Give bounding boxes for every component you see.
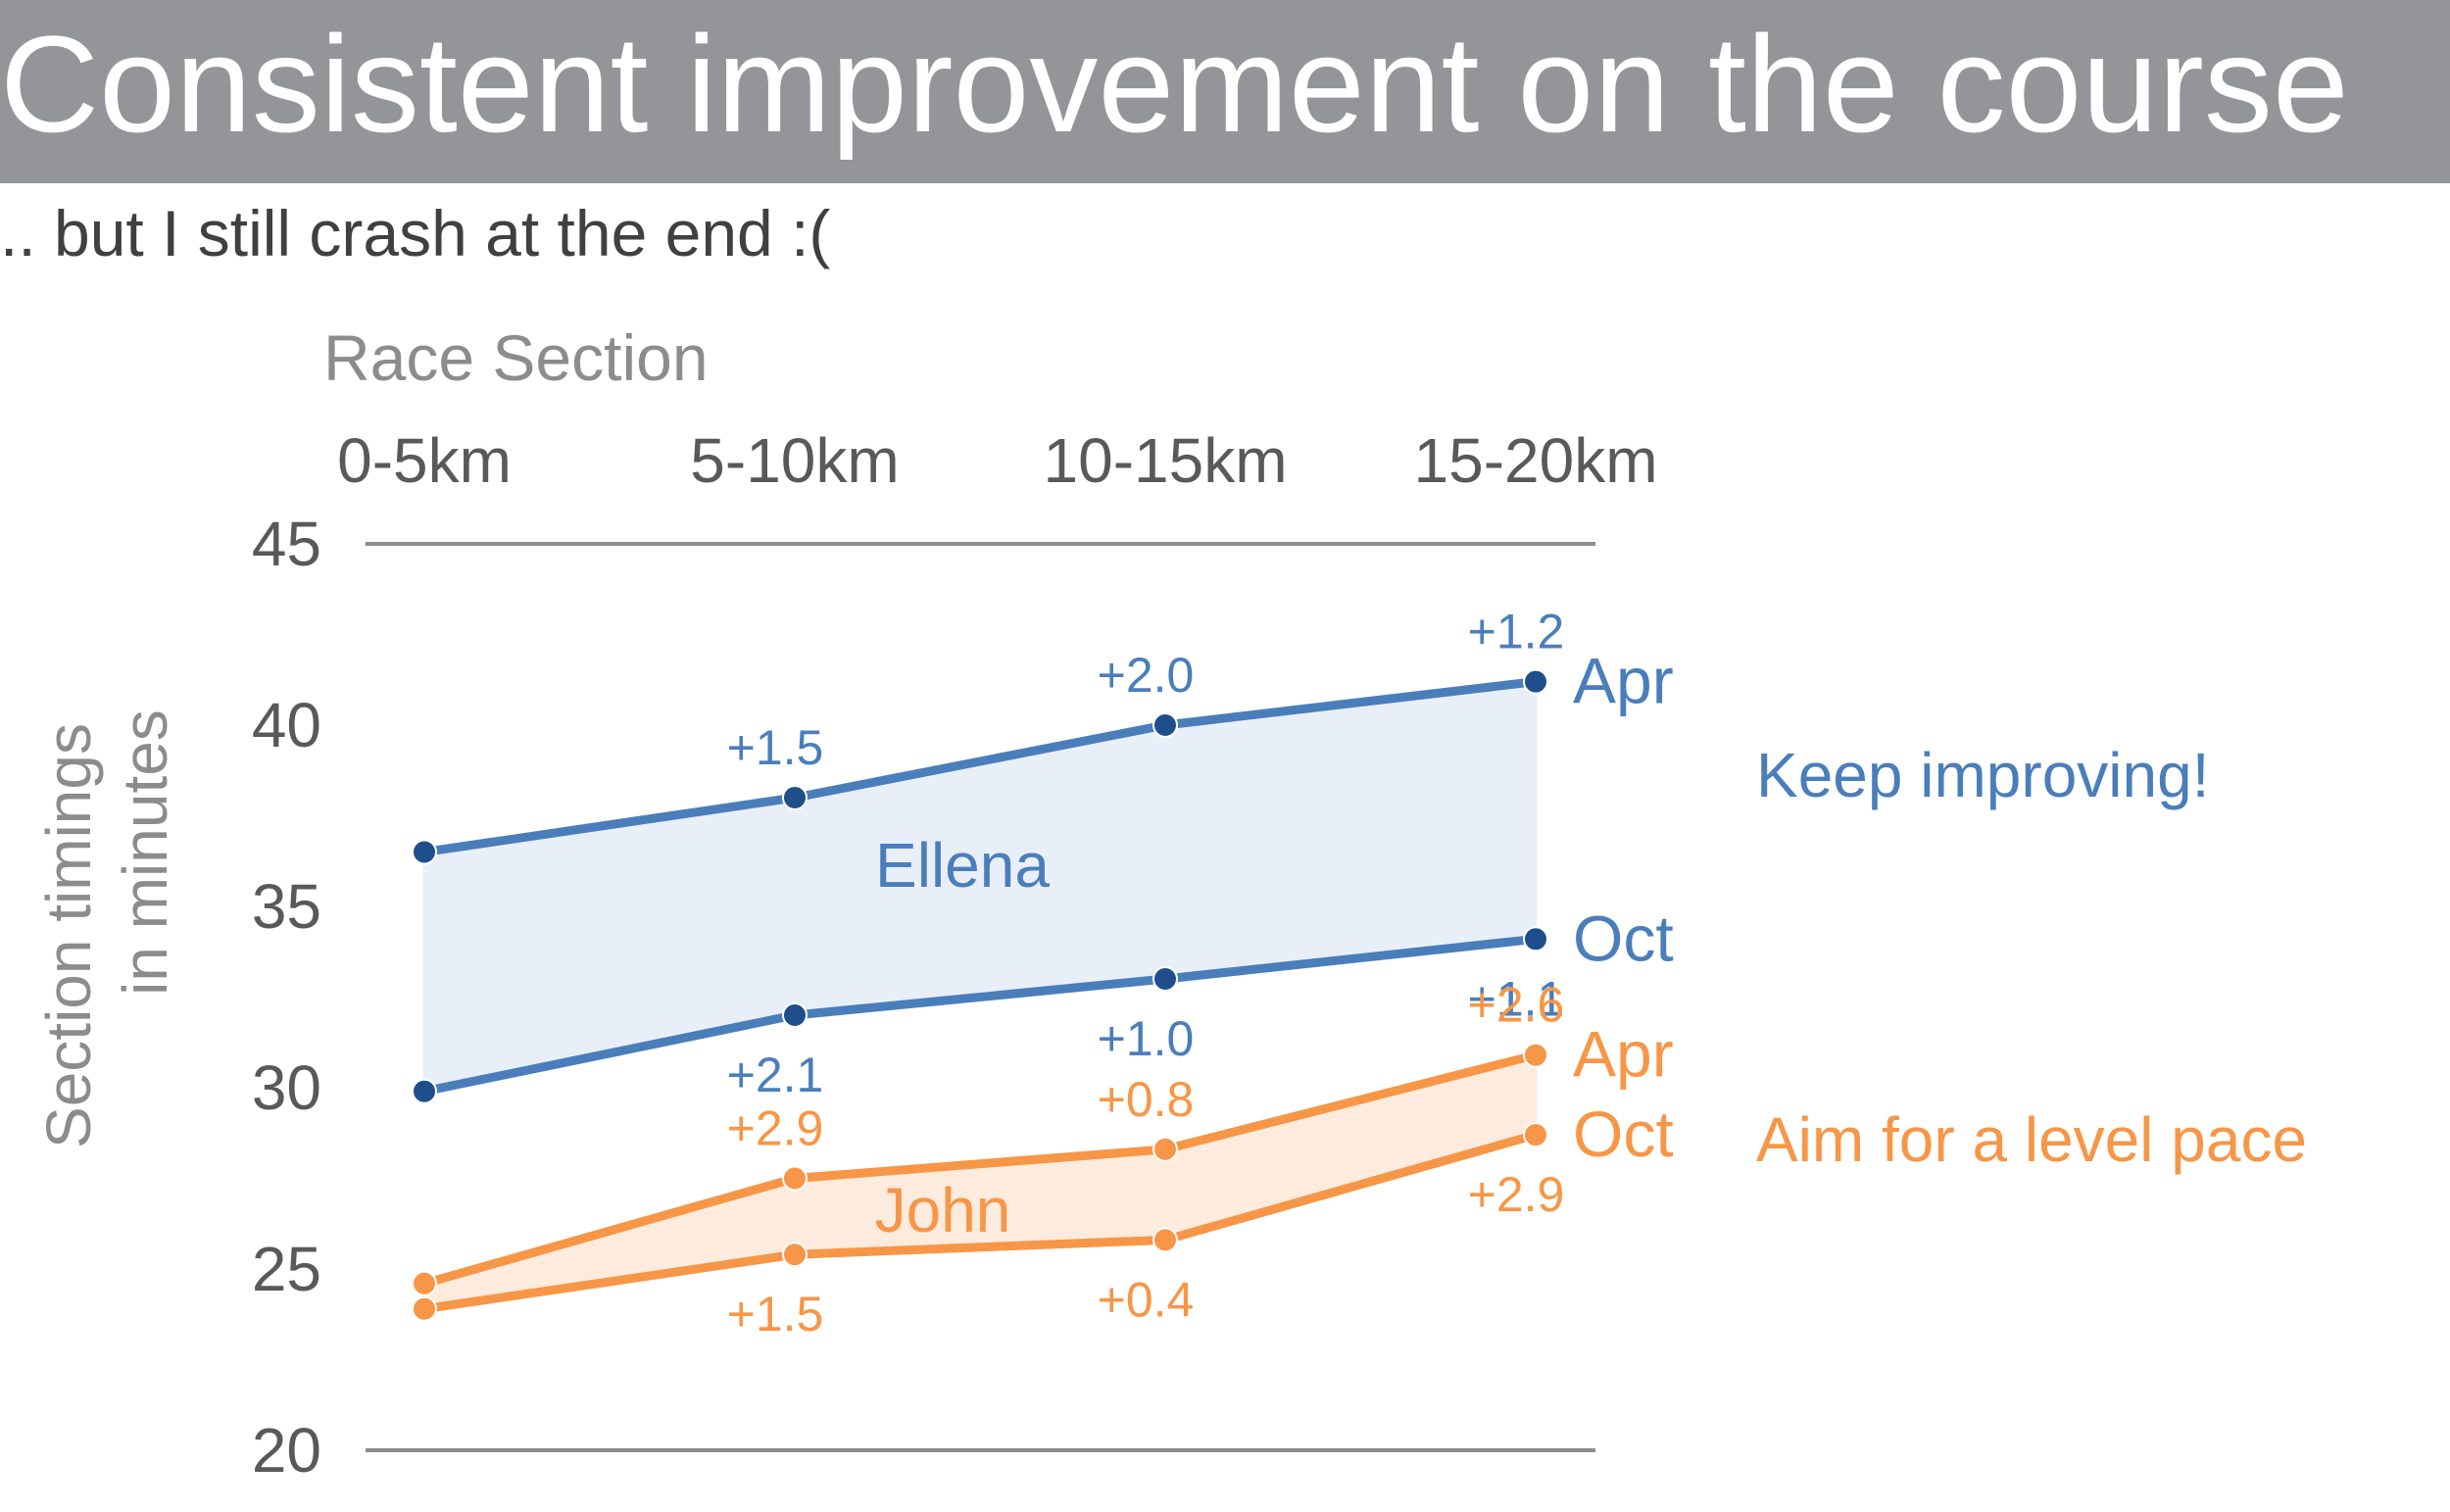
data-point [782,1165,808,1192]
delta-label: +2.0 [1098,648,1195,703]
y-tick-label: 45 [252,509,321,579]
delta-label: +2.6 [1468,978,1565,1033]
series-end-label: Oct [1573,902,1674,974]
data-point [412,1295,437,1322]
y-tick-label: 20 [252,1415,321,1486]
x-tick-label: 10-15km [1044,425,1288,496]
y-tick-label: 30 [252,1052,321,1123]
x-tick-label: 0-5km [337,425,512,496]
group-label-john: John [875,1175,1011,1245]
data-point [782,1002,808,1028]
data-point [1152,1136,1178,1162]
data-point [1152,966,1178,992]
data-point [412,839,437,865]
x-tick-label: 5-10km [690,425,899,496]
delta-label: +1.5 [727,720,824,775]
delta-label: +1.0 [1098,1011,1195,1066]
chart-subtitle: .. but I still crash at the end :( [0,197,831,269]
x-axis-title: Race Section [323,321,709,394]
data-point [412,1270,437,1296]
data-point [782,785,808,810]
x-tick-label: 15-20km [1414,425,1658,496]
group-label-ellena: Ellena [875,830,1050,901]
note-john: Aim for a level pace [1756,1104,2307,1175]
data-point [1152,712,1178,738]
labels-layer: +1.5+2.0+1.2Apr+2.1+1.0+1.1OctEllenaKeep… [727,605,2307,1342]
delta-label: +1.5 [727,1287,824,1341]
series-line-john-apr [422,1050,1538,1289]
data-point [1523,1122,1548,1148]
chart-title: Consistent improvement on the course [0,7,2349,161]
data-point [1523,926,1548,952]
delta-label: +1.2 [1468,605,1565,659]
y-tick-label: 25 [252,1234,321,1304]
delta-label: +0.8 [1098,1072,1195,1127]
series-end-label: Oct [1573,1097,1674,1170]
series-end-label: Apr [1573,1018,1674,1091]
series-end-label: Apr [1573,645,1674,717]
delta-label: +2.9 [727,1101,824,1156]
y-tick-label: 35 [252,871,321,942]
y-tick-label: 40 [252,690,321,760]
data-point [1523,1042,1548,1068]
data-point [1523,668,1548,695]
data-point [412,1078,437,1104]
delta-label: +2.1 [727,1048,824,1102]
data-point [1152,1227,1178,1253]
data-point [782,1242,808,1268]
y-axis-title-line2: in minutes [110,709,180,996]
delta-label: +2.9 [1468,1167,1565,1222]
y-axis-title-line1: Section timings [33,723,104,1148]
series-lines-layer [412,668,1548,1322]
note-ellena: Keep improving! [1756,740,2209,810]
axes-layer: 0-5km 5-10km 10-15km 15-20km 20 25 30 35 40 45 [252,425,1658,1486]
series-line-john-oct [423,1130,1538,1314]
series-line-ellena-apr [423,677,1537,856]
series-line-ellena-oct [423,934,1537,1097]
title-bar: Consistent improvement on the course [0,0,2450,183]
delta-label: +0.4 [1098,1272,1195,1327]
delta-label: +1.1 [1468,971,1565,1026]
